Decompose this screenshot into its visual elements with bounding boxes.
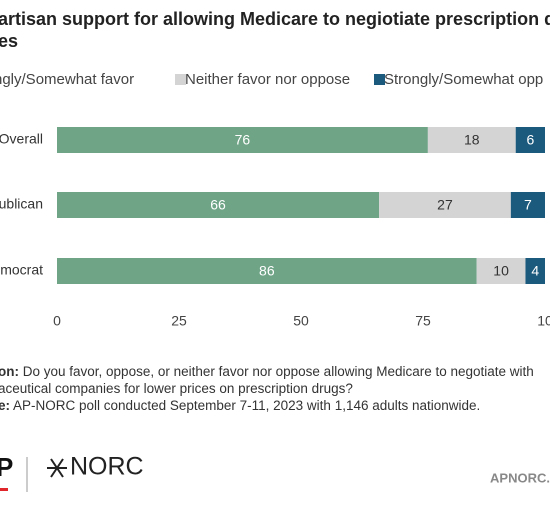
x-tick-label: 75 bbox=[415, 313, 431, 329]
x-tick-label: 0 bbox=[53, 313, 61, 329]
note: on: Do you favor, oppose, or neither fav… bbox=[0, 364, 534, 379]
note-text: aceutical companies for lower prices on … bbox=[0, 381, 353, 396]
value-label: 86 bbox=[259, 263, 275, 279]
chart-title: artisan support for allowing Medicare to… bbox=[0, 9, 550, 29]
legend-label: Neither favor nor oppose bbox=[185, 71, 350, 88]
bar-segment bbox=[525, 258, 545, 284]
x-tick-label: 25 bbox=[171, 313, 187, 329]
bar-segment bbox=[476, 258, 526, 284]
bar-segment bbox=[57, 127, 428, 153]
note-text: Do you favor, oppose, or neither favor n… bbox=[19, 364, 534, 379]
note: e: AP-NORC poll conducted September 7-11… bbox=[0, 398, 480, 413]
value-label: 27 bbox=[437, 197, 453, 213]
bar-segment bbox=[515, 127, 545, 153]
bar-segment bbox=[427, 127, 516, 153]
legend-swatch bbox=[175, 74, 186, 85]
norc-logo: NORC bbox=[70, 453, 144, 481]
value-label: 66 bbox=[210, 197, 226, 213]
value-label: 7 bbox=[524, 197, 532, 213]
legend-swatch bbox=[374, 74, 385, 85]
legend-label: ngly/Somewhat favor bbox=[0, 71, 134, 88]
ap-logo: P bbox=[0, 452, 13, 482]
value-label: 18 bbox=[464, 132, 480, 148]
site: APNORC. bbox=[490, 470, 550, 485]
legend-label: Strongly/Somewhat opp bbox=[384, 71, 543, 88]
category-label: Overall bbox=[0, 131, 43, 147]
bar-segment bbox=[379, 192, 511, 218]
bar-segment bbox=[510, 192, 545, 218]
value-label: 10 bbox=[493, 263, 509, 279]
bar-segment bbox=[57, 258, 477, 284]
note: aceutical companies for lower prices on … bbox=[0, 381, 353, 396]
category-label: mocrat bbox=[0, 262, 43, 278]
category-label: ublican bbox=[0, 196, 43, 212]
value-label: 6 bbox=[526, 132, 534, 148]
ap-logo-bar bbox=[0, 488, 8, 491]
x-tick-label: 10 bbox=[537, 313, 550, 329]
value-label: 4 bbox=[531, 263, 539, 279]
bar-segment bbox=[57, 192, 380, 218]
value-label: 76 bbox=[235, 132, 251, 148]
note-lead: on: bbox=[0, 364, 19, 379]
x-tick-label: 50 bbox=[293, 313, 309, 329]
note-lead: e: bbox=[0, 398, 10, 413]
note-text: AP-NORC poll conducted September 7-11, 2… bbox=[10, 398, 480, 413]
chart-title: es bbox=[0, 31, 18, 51]
norc-star bbox=[47, 458, 67, 478]
